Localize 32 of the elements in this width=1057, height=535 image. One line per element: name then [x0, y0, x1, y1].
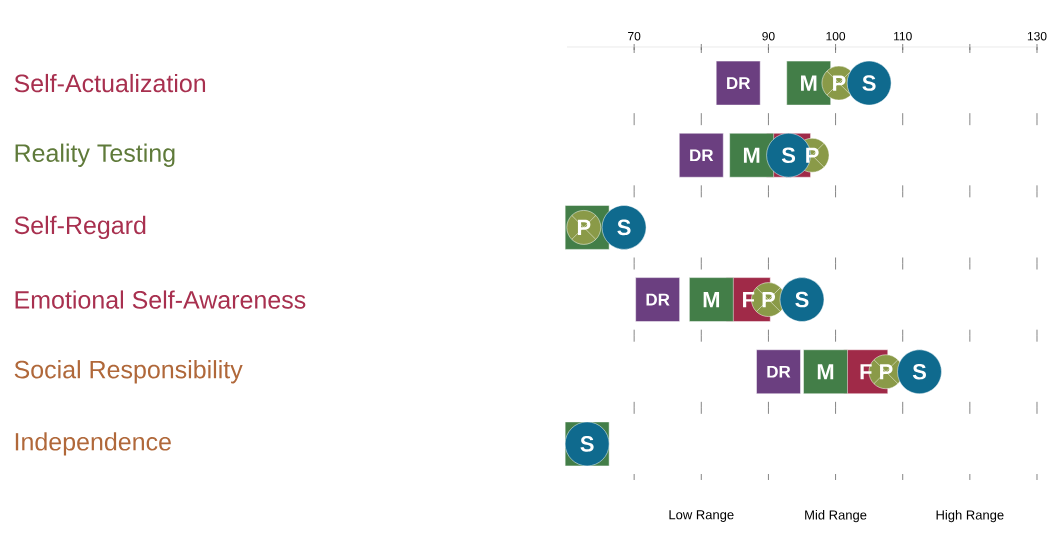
series-label: DR — [690, 149, 714, 162]
text: S — [617, 219, 631, 236]
series-label: S — [781, 147, 796, 164]
x2-tick-label: 70 — [628, 31, 641, 41]
text: High Range — [936, 510, 1004, 523]
text: Mid Range — [805, 510, 867, 523]
y-tick-label: Emotional Self-Awareness — [15, 290, 306, 309]
text: DR — [646, 293, 670, 306]
x2-tick-label: 110 — [894, 31, 912, 41]
x2-tick-label: 130 — [1027, 31, 1047, 41]
y-tick-label: Self-Actualization — [14, 73, 206, 93]
y-tick-label: Reality Testing — [15, 143, 175, 167]
y-tick-label: Social Responsibility — [14, 360, 243, 384]
series-label: M — [817, 364, 834, 380]
text: P — [833, 75, 846, 91]
series-label: P — [762, 292, 776, 308]
text: DR — [727, 77, 751, 89]
text: S — [862, 75, 876, 91]
text: M — [801, 75, 817, 91]
y-tick-label: Independence — [15, 432, 171, 456]
text: S — [580, 436, 594, 452]
text: M — [743, 147, 760, 163]
text: P — [880, 364, 893, 380]
x2-tick-label: 90 — [762, 31, 775, 41]
text: S — [912, 363, 926, 380]
y-tick-label: Self-Regard — [14, 215, 146, 240]
text: P — [577, 219, 591, 235]
x2-tick-label: 100 — [826, 31, 846, 41]
text: S — [795, 291, 809, 308]
text: Low Range — [669, 510, 734, 522]
text: DR — [767, 365, 791, 378]
text: M — [703, 292, 720, 308]
